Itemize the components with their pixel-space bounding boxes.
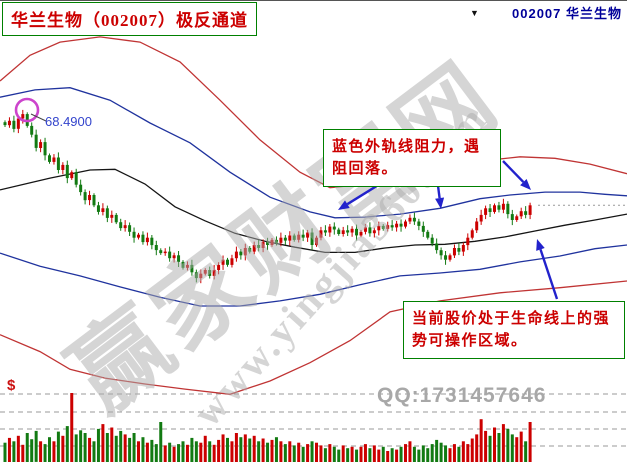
highlight-circle	[14, 97, 40, 123]
currency-symbol: $	[7, 377, 16, 394]
dropdown-arrow-icon[interactable]: ▼	[470, 8, 479, 18]
qq-contact-label: QQ:1731457646	[377, 384, 547, 407]
stock-code-label: 002007 华兰生物	[512, 6, 622, 21]
note-box-lifeline: 当前股价处于生命线上的强势可操作区域。	[403, 301, 625, 359]
peak-price-label: 68.4900	[45, 114, 92, 129]
chart-title-box: 华兰生物（002007）极反通道	[2, 2, 257, 36]
note-box-resistance: 蓝色外轨线阻力，遇阻回落。	[323, 129, 501, 187]
